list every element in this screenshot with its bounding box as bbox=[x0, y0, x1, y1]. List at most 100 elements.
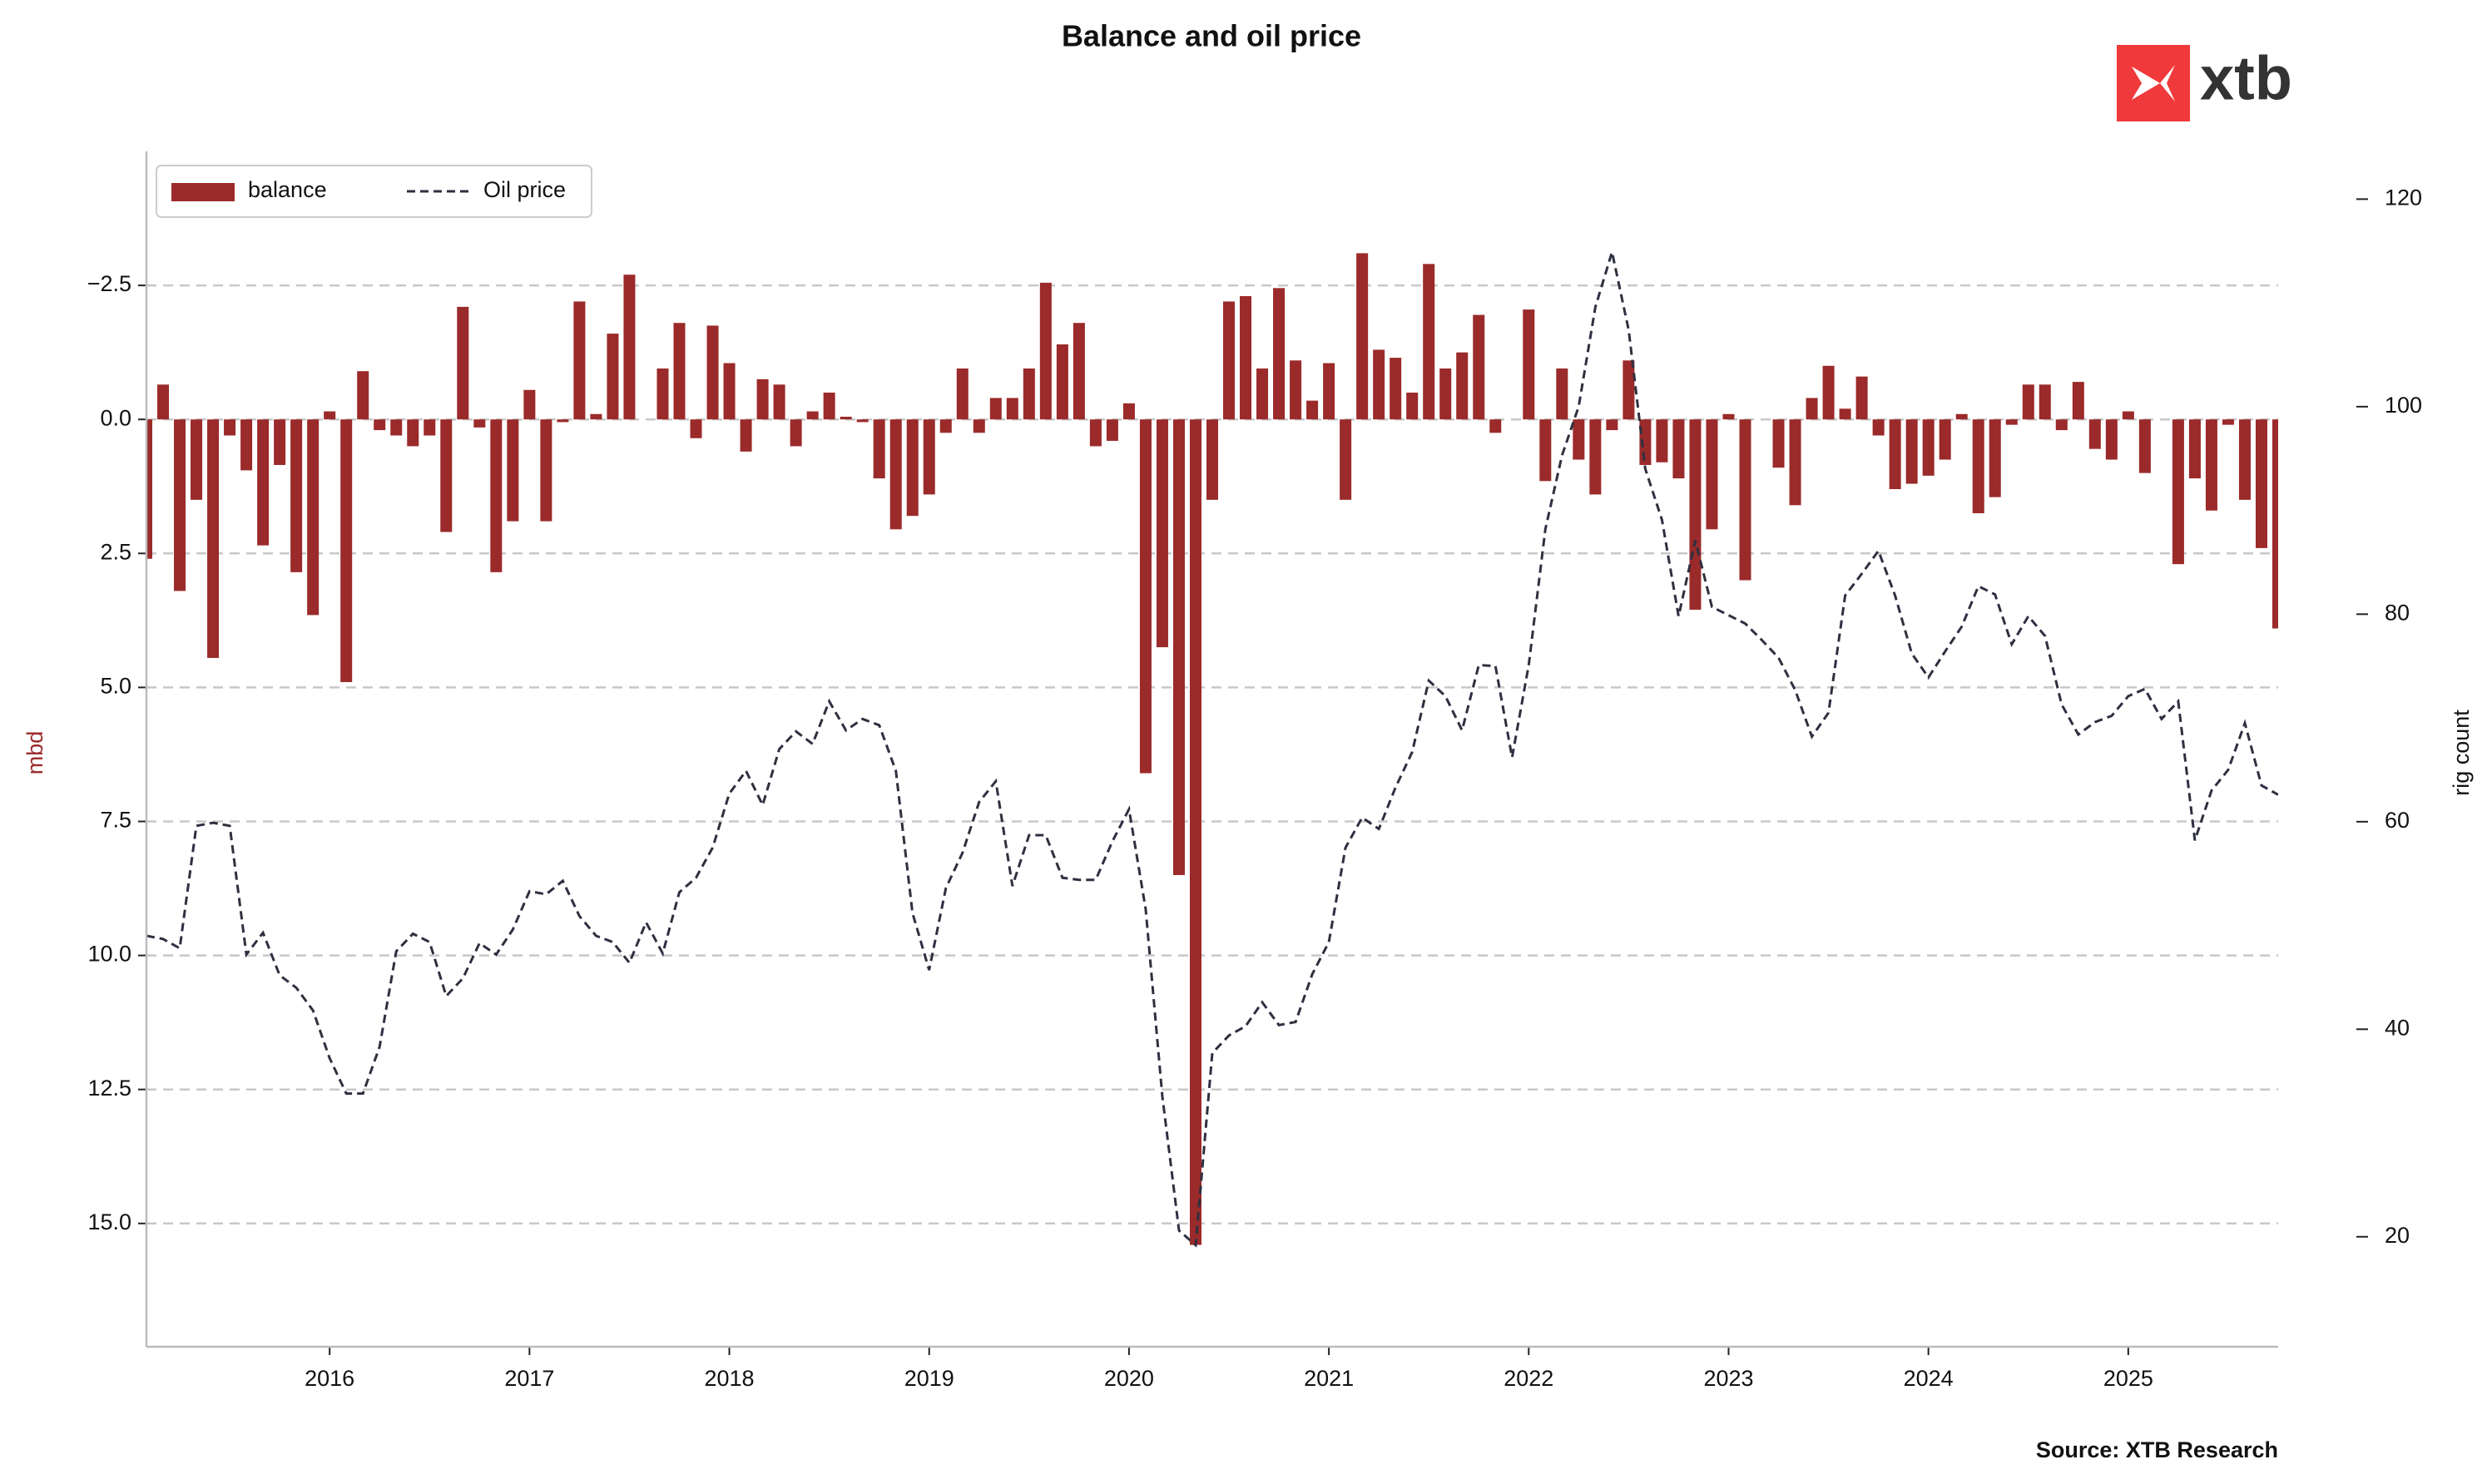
logo-icon bbox=[2132, 65, 2175, 101]
y-tick-label: 0.0 bbox=[100, 405, 131, 430]
bar bbox=[1905, 419, 1918, 484]
bar bbox=[1722, 413, 1735, 420]
bar bbox=[1806, 398, 1818, 420]
bar bbox=[207, 419, 220, 658]
bar bbox=[1056, 344, 1068, 420]
bar bbox=[1139, 419, 1152, 774]
bar bbox=[224, 419, 236, 436]
bar bbox=[1256, 368, 1269, 420]
y2-tick-label: 120 bbox=[2385, 186, 2422, 210]
bar bbox=[457, 306, 469, 420]
x-tick-label: 2022 bbox=[1504, 1366, 1553, 1391]
y-tick-label: 2.5 bbox=[100, 539, 131, 564]
x-tick-label: 2019 bbox=[904, 1366, 954, 1391]
bar bbox=[1290, 360, 1302, 420]
bar bbox=[2072, 382, 2084, 420]
bar bbox=[1772, 419, 1785, 468]
bar bbox=[274, 419, 286, 465]
bar bbox=[324, 411, 336, 420]
bar bbox=[973, 419, 985, 433]
bar bbox=[1523, 309, 1535, 420]
bar bbox=[1223, 301, 1236, 420]
bar bbox=[723, 363, 736, 420]
y-tick-label: 10.0 bbox=[87, 942, 131, 967]
bar bbox=[1922, 419, 1935, 476]
bar bbox=[2222, 419, 2234, 425]
bar bbox=[873, 419, 885, 479]
bar bbox=[1106, 419, 1118, 441]
bar bbox=[2188, 419, 2201, 479]
bar bbox=[1356, 253, 1369, 420]
bar bbox=[1489, 419, 1502, 433]
bar bbox=[523, 389, 536, 420]
bar bbox=[290, 419, 303, 572]
bar bbox=[1739, 419, 1751, 581]
bar bbox=[1473, 314, 1485, 420]
bar bbox=[374, 419, 386, 431]
bar bbox=[1706, 419, 1718, 530]
bar bbox=[1855, 376, 1868, 420]
legend-label: Oil price bbox=[483, 177, 566, 202]
bar bbox=[2039, 384, 2051, 420]
bar bbox=[1073, 323, 1085, 420]
bar bbox=[1839, 408, 1851, 420]
bar bbox=[2122, 411, 2134, 420]
bar bbox=[656, 368, 669, 420]
y2-tick-label: 20 bbox=[2385, 1223, 2410, 1248]
bar bbox=[1089, 419, 1102, 447]
bar bbox=[490, 419, 503, 572]
x-tick-label: 2021 bbox=[1304, 1366, 1354, 1391]
source-note: Source: XTB Research bbox=[2036, 1437, 2278, 1462]
bar bbox=[956, 368, 969, 420]
bar bbox=[623, 275, 636, 420]
legend-label: balance bbox=[248, 177, 327, 202]
bar bbox=[1822, 365, 1835, 420]
bar bbox=[573, 301, 586, 420]
bar bbox=[790, 419, 802, 447]
bar bbox=[257, 419, 270, 546]
bar bbox=[2022, 384, 2034, 420]
bar bbox=[1172, 419, 1185, 875]
bar bbox=[1672, 419, 1685, 479]
bar bbox=[1456, 352, 1469, 420]
bar bbox=[2105, 419, 2118, 460]
bar bbox=[889, 419, 902, 530]
y2-tick-label: 100 bbox=[2385, 393, 2422, 418]
bar bbox=[174, 419, 186, 591]
bar bbox=[2172, 419, 2184, 565]
bar bbox=[1606, 419, 1618, 431]
bar bbox=[1789, 419, 1801, 506]
bar bbox=[2205, 419, 2217, 511]
bar bbox=[840, 416, 852, 420]
bar bbox=[340, 419, 353, 682]
bar bbox=[357, 371, 369, 420]
bar bbox=[1390, 358, 1402, 420]
y-tick-label: 7.5 bbox=[100, 808, 131, 833]
y2-tick-label: 80 bbox=[2385, 600, 2410, 625]
bar bbox=[473, 419, 486, 428]
y2-tick-label: 60 bbox=[2385, 808, 2410, 833]
x-tick-label: 2018 bbox=[705, 1366, 755, 1391]
bar bbox=[856, 419, 869, 423]
bar bbox=[1423, 264, 1435, 420]
bar bbox=[1039, 282, 1052, 420]
bar bbox=[1622, 360, 1635, 420]
bar bbox=[1156, 419, 1168, 648]
bar bbox=[2088, 419, 2101, 449]
bar bbox=[1573, 419, 1585, 460]
bar bbox=[1439, 368, 1452, 420]
logo-text: xtb bbox=[2200, 44, 2292, 113]
bar bbox=[756, 378, 769, 420]
bar bbox=[1656, 419, 1668, 463]
bar bbox=[540, 419, 552, 522]
bar bbox=[2255, 419, 2267, 548]
bar bbox=[2238, 419, 2251, 500]
legend-swatch bbox=[171, 183, 235, 201]
y-tick-label: 12.5 bbox=[87, 1076, 131, 1101]
bar bbox=[590, 413, 602, 420]
bar bbox=[1939, 419, 1951, 460]
bar bbox=[1889, 419, 1901, 489]
bar bbox=[1972, 419, 1984, 513]
